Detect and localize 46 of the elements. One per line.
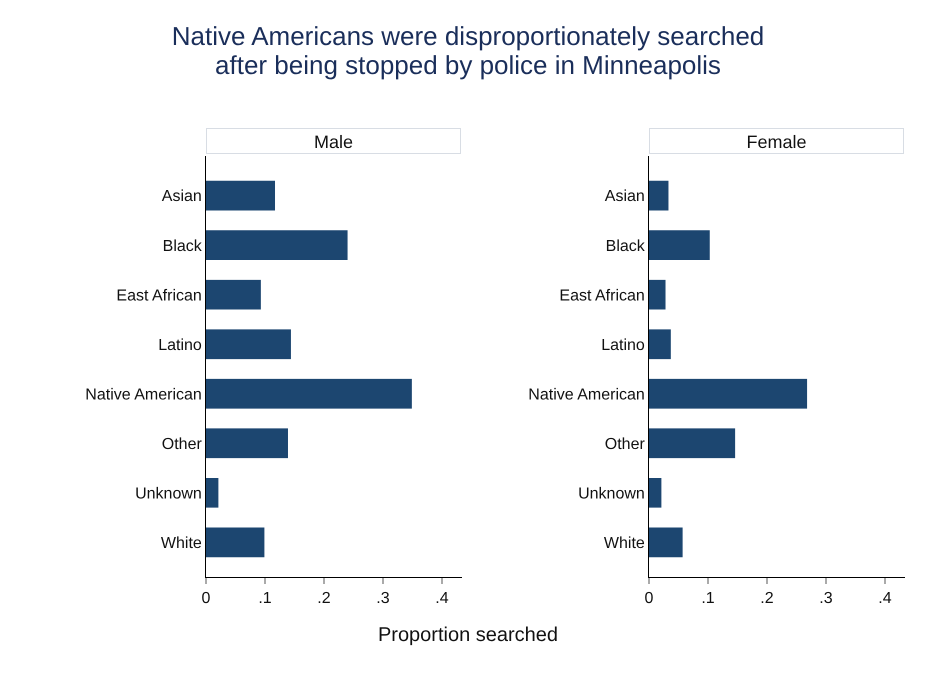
y-tick-label: Other: [162, 436, 202, 453]
y-tick-label: Asian: [604, 188, 645, 206]
x-tick-label: .3: [376, 590, 390, 608]
bar: [206, 280, 261, 310]
x-tick-label: .2: [760, 590, 774, 608]
y-tick-label: Asian: [162, 188, 202, 206]
chart-subtitle: Male: [206, 128, 461, 154]
x-tick-label: .3: [819, 590, 833, 608]
bar: [649, 378, 808, 409]
y-tick-label: Black: [162, 238, 203, 255]
chart-title: Native Americans were disproportionately searched after being stopped by police in Minneapolis: [170, 21, 766, 80]
y-tick-label: Latino: [601, 336, 645, 354]
y-tick-label: Unknown: [578, 485, 645, 502]
x-axis-title: Proportion searched: [376, 624, 560, 647]
bar: [649, 180, 668, 210]
x-tick-label: .4: [878, 590, 892, 608]
bar: [206, 378, 412, 409]
y-tick-label: East African: [559, 287, 645, 304]
y-tick-label: Unknown: [135, 485, 202, 502]
bar: [649, 230, 710, 260]
chart-subtitle: Female: [649, 128, 904, 154]
bar: [649, 329, 671, 360]
y-tick-label: Other: [604, 436, 646, 453]
bar: [649, 527, 683, 558]
x-tick-label: .2: [317, 590, 331, 608]
x-tick-label: 0: [644, 590, 654, 608]
bar: [206, 527, 264, 558]
bar: [206, 478, 218, 508]
bar: [206, 180, 276, 210]
x-tick-label: .4: [435, 590, 449, 608]
y-tick-label: Black: [606, 238, 646, 255]
y-tick-label: White: [604, 534, 645, 552]
y-tick-label: East African: [116, 287, 202, 304]
y-tick-label: White: [160, 534, 202, 552]
bar: [206, 230, 348, 260]
y-tick-label: Native American: [85, 386, 202, 404]
y-tick-label: Latino: [158, 336, 202, 354]
bar: [649, 280, 666, 310]
bar: [206, 329, 291, 360]
x-tick-label: .1: [258, 590, 272, 608]
y-tick-label: Native American: [528, 386, 645, 404]
x-tick-label: 0: [202, 590, 211, 608]
bar: [649, 478, 662, 508]
x-tick-label: .1: [701, 590, 715, 608]
bar: [206, 428, 288, 458]
bar: [649, 428, 736, 458]
